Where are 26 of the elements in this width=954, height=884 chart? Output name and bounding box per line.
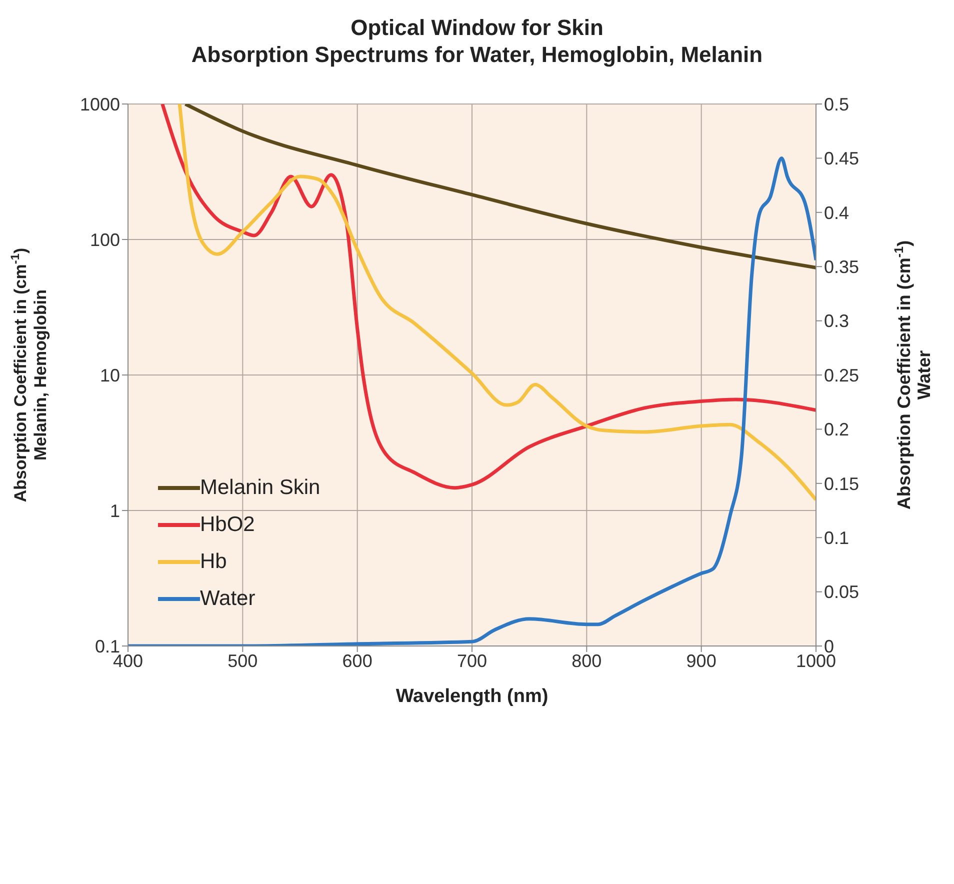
x-axis-title: Wavelength (nm) (396, 686, 548, 707)
legend-label: Melanin Skin (200, 476, 320, 500)
x-tick-label: 700 (456, 650, 488, 671)
y-tick-label: 1 (110, 500, 120, 521)
y-tick-label: 1000 (80, 94, 120, 114)
y2-tick-label: 0.35 (824, 256, 860, 277)
y2-tick-label: 0.45 (824, 148, 860, 169)
x-tick-label: 800 (572, 650, 602, 671)
y2-tick-label: 0.25 (824, 365, 860, 386)
y2-tick-label: 0.15 (824, 474, 860, 494)
legend-label: Hb (200, 550, 227, 574)
x-tick-label: 600 (342, 650, 372, 671)
y2-tick-label: 0.4 (824, 202, 850, 223)
y2-tick-label: 0.05 (824, 582, 860, 602)
y2-tick-label: 0.5 (824, 94, 850, 114)
x-tick-label: 900 (686, 650, 716, 671)
x-tick-label: 500 (228, 650, 258, 671)
y2-tick-label: 0.3 (824, 311, 850, 332)
y-tick-label: 100 (90, 230, 120, 250)
y2-tick-label: 0.1 (824, 528, 850, 548)
line-series (184, 104, 816, 270)
legend-label: Water (200, 586, 256, 610)
y-tick-label: 10 (100, 365, 120, 386)
y2-tick-label: 0.2 (824, 420, 850, 440)
legend-label: HbO2 (200, 512, 255, 536)
chart-title: Optical Window for Skin Absorption Spectrums for Water, Hemoglobin, Melanin (190, 14, 764, 68)
